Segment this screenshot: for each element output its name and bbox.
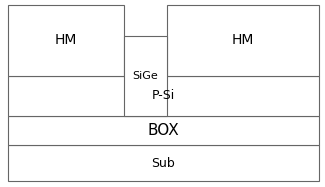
Bar [124, 36, 167, 116]
Text: BOX: BOX [148, 123, 179, 138]
Text: HM: HM [232, 33, 254, 47]
Text: HM: HM [55, 33, 77, 47]
Text: Sub: Sub [151, 157, 175, 170]
Bar [8, 76, 318, 116]
Bar [8, 116, 318, 145]
Bar [8, 5, 124, 76]
Text: P-Si: P-Si [152, 89, 175, 102]
Bar [167, 5, 318, 76]
Bar [8, 145, 318, 181]
Text: SiGe: SiGe [133, 71, 158, 81]
